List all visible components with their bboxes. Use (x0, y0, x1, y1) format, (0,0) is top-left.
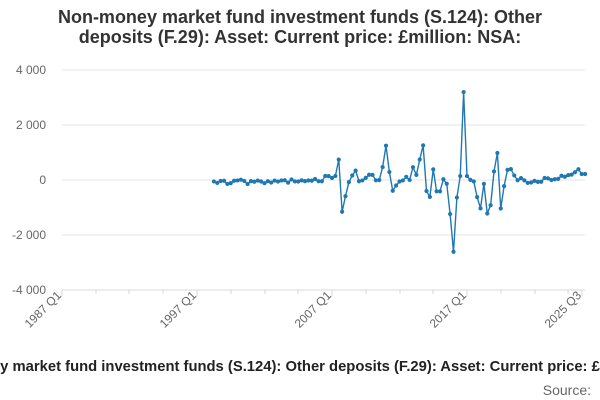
svg-text:2007 Q1: 2007 Q1 (292, 288, 335, 331)
svg-text:2017 Q1: 2017 Q1 (427, 288, 470, 331)
svg-text:-4 000: -4 000 (12, 283, 46, 297)
svg-text:2025 Q3: 2025 Q3 (542, 288, 585, 331)
svg-text:2 000: 2 000 (16, 118, 46, 132)
svg-text:0: 0 (39, 173, 46, 187)
svg-text:1997 Q1: 1997 Q1 (157, 288, 200, 331)
svg-text:-2 000: -2 000 (12, 228, 46, 242)
svg-text:4 000: 4 000 (16, 63, 46, 77)
